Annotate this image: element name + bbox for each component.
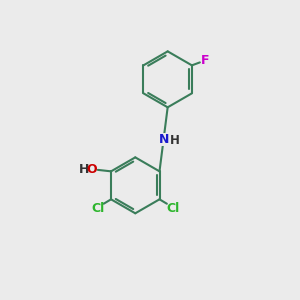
Text: F: F — [201, 54, 209, 68]
Text: H: H — [79, 163, 89, 176]
Text: O: O — [87, 163, 97, 176]
Text: H: H — [170, 134, 180, 147]
Text: Cl: Cl — [166, 202, 179, 215]
Text: N: N — [158, 133, 169, 146]
Text: Cl: Cl — [91, 202, 104, 215]
